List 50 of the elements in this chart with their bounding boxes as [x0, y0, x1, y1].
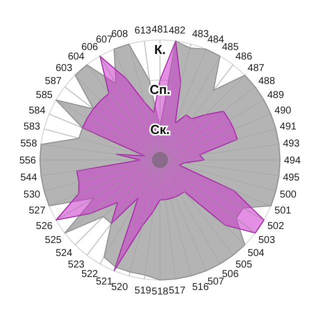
spoke-label: 520 — [111, 282, 128, 294]
spoke-label: 502 — [267, 221, 285, 232]
spoke-label: 493 — [282, 138, 300, 150]
spoke-label: 608 — [111, 28, 128, 40]
spoke-label: 521 — [96, 276, 113, 288]
spoke-label: 481 — [152, 24, 169, 36]
y-tick-label: Сп. — [150, 82, 170, 97]
spoke-label: 506 — [222, 268, 240, 280]
spoke-label: 523 — [68, 259, 85, 270]
spoke-label: 517 — [168, 285, 186, 296]
spoke-label: 585 — [36, 90, 54, 101]
spoke-label: 556 — [19, 156, 36, 166]
spoke-label: 604 — [68, 52, 85, 63]
spoke-label: 486 — [235, 52, 253, 63]
spoke-label: 487 — [248, 62, 265, 74]
spoke-label: 507 — [207, 276, 225, 288]
spoke-label: 527 — [28, 206, 46, 217]
spoke-label: 489 — [267, 90, 285, 101]
spoke-label: 482 — [168, 26, 186, 37]
spoke-label: 544 — [20, 172, 38, 184]
spoke-label: 484 — [207, 34, 225, 46]
spoke-label: 606 — [81, 42, 98, 54]
spoke-label: 516 — [192, 282, 210, 294]
spoke-label: 494 — [284, 156, 302, 166]
y-tick-label: К. — [154, 42, 166, 57]
spoke-label: 490 — [274, 105, 292, 116]
y-tick-label: Ск. — [150, 122, 170, 137]
spoke-label: 485 — [222, 42, 240, 54]
spoke-label: 483 — [192, 28, 210, 40]
spoke-label: 501 — [274, 206, 292, 217]
spoke-label: 505 — [235, 259, 253, 270]
spoke-label: 488 — [258, 76, 276, 87]
spoke-label: 495 — [282, 172, 300, 184]
spoke-label: 530 — [24, 189, 41, 200]
spoke-label: 519 — [134, 285, 152, 296]
spoke-label: 503 — [258, 235, 276, 246]
spoke-label: 526 — [36, 221, 54, 232]
spoke-label: 500 — [280, 189, 297, 200]
spoke-label: 491 — [280, 122, 297, 133]
spoke-label: 603 — [56, 62, 73, 74]
spoke-label: 587 — [44, 76, 62, 87]
spoke-label: 607 — [96, 34, 113, 46]
spoke-label: 504 — [248, 248, 265, 260]
spoke-label: 583 — [24, 122, 41, 133]
spoke-label: 584 — [28, 105, 46, 116]
spoke-label: 558 — [20, 138, 38, 150]
spoke-label: 524 — [56, 248, 73, 260]
spoke-label: 613 — [134, 26, 152, 37]
spoke-label: 518 — [152, 286, 169, 298]
spoke-label: 525 — [44, 235, 62, 246]
